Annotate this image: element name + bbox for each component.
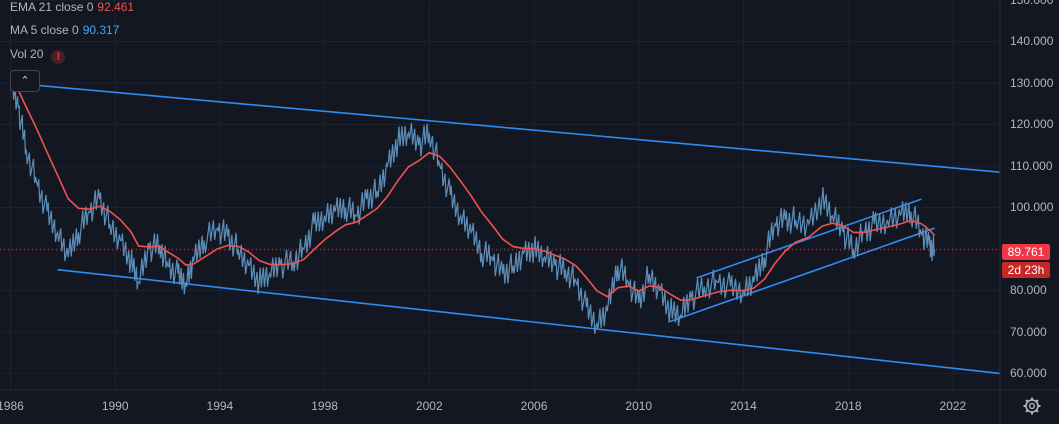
trendline-2: [669, 227, 935, 323]
legend-ma-label: MA 5 close 0: [10, 23, 79, 37]
gear-icon[interactable]: [1022, 396, 1042, 416]
legend-ema-label: EMA 21 close 0: [10, 0, 94, 14]
x-axis: 1986 1990 1994 1998 2002 2006 2010 2014 2018 2022: [0, 399, 967, 413]
legend-ema-value: 92.461: [97, 0, 135, 14]
trendline-3: [696, 198, 922, 279]
y-tick-label: 80.000: [1010, 283, 1047, 298]
x-tick-label: 2006: [521, 399, 548, 413]
chevron-up-icon[interactable]: ⌃: [10, 70, 40, 92]
x-tick-label: 2014: [730, 399, 757, 413]
y-tick-label: 60.000: [1010, 366, 1047, 381]
y-tick-label: 150.000: [1010, 0, 1054, 7]
y-tick-label: 70.000: [1010, 324, 1047, 339]
bar-countdown-badge: 2d 23h: [1002, 262, 1050, 278]
y-tick-label: 100.000: [1010, 200, 1054, 215]
trendline-0: [10, 82, 1001, 173]
chart-grid: [0, 0, 1000, 390]
x-tick-label: 2010: [625, 399, 652, 413]
trendline-1: [57, 268, 1001, 375]
trendlines: [10, 82, 1001, 375]
x-tick-label: 1986: [0, 399, 24, 413]
x-tick-label: 1994: [207, 399, 234, 413]
price-series-line: [9, 76, 936, 335]
legend-ma[interactable]: MA 5 close 0 90.317: [10, 23, 119, 37]
exclamation-icon[interactable]: !: [51, 50, 66, 64]
x-tick-label: 2018: [835, 399, 862, 413]
last-price-badge: 89.761: [1002, 244, 1050, 260]
y-tick-label: 120.000: [1010, 117, 1054, 132]
legend-ma-value: 90.317: [82, 23, 120, 37]
x-tick-label: 1998: [311, 399, 338, 413]
y-tick-label: 140.000: [1010, 34, 1054, 49]
y-tick-label: 130.000: [1010, 75, 1054, 90]
x-tick-label: 2022: [940, 399, 967, 413]
x-tick-label: 1990: [102, 399, 129, 413]
y-tick-label: 110.000: [1010, 158, 1053, 173]
legend-vol[interactable]: Vol 20!: [10, 47, 66, 64]
ema-series-line: [9, 82, 936, 302]
x-tick-label: 2002: [416, 399, 443, 413]
legend-ema[interactable]: EMA 21 close 0 92.461: [10, 0, 134, 14]
legend-vol-label: Vol 20: [10, 47, 44, 61]
